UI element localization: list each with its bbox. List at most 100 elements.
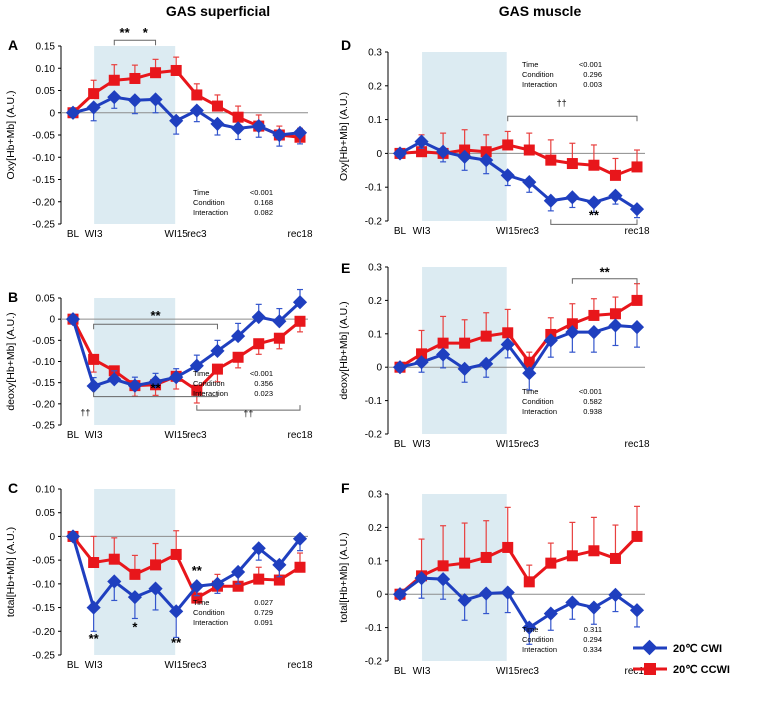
marker-cwi [629, 202, 645, 217]
significance-marker: ** [192, 563, 203, 578]
marker-cwi [231, 121, 246, 136]
stat-value: <0.001 [579, 387, 602, 396]
marker-cwi [565, 595, 580, 610]
y-tick-label: 0.05 [36, 294, 56, 305]
y-axis-label: deoxy[Hb+Mb] (A.U.) [338, 301, 350, 399]
y-tick-label: 0.10 [36, 485, 56, 496]
stat-value: 0.294 [583, 635, 602, 644]
marker-cwi [210, 343, 225, 358]
y-tick-label: 0.3 [368, 263, 382, 274]
marker-ccwi [88, 88, 100, 100]
legend: 20℃ CWI 20℃ CCWI [633, 639, 730, 676]
stat-value: 0.168 [254, 198, 273, 207]
stat-value: 0.296 [583, 70, 602, 79]
marker-cwi [148, 374, 163, 389]
stat-label: Condition [193, 198, 225, 207]
y-tick-label: 0.1 [368, 556, 382, 567]
marker-ccwi [437, 337, 449, 349]
x-tick-label-wi3: WI3 [413, 226, 431, 237]
y-tick-label: -0.25 [32, 651, 55, 662]
y-tick-label: 0 [376, 149, 382, 160]
significance-marker: ** [600, 264, 611, 279]
significance-marker: * [132, 619, 138, 634]
marker-ccwi [129, 568, 141, 580]
marker-cwi [272, 557, 287, 572]
marker-cwi [500, 168, 515, 183]
marker-ccwi [502, 327, 514, 339]
marker-cwi [500, 585, 515, 600]
marker-ccwi [480, 146, 492, 158]
marker-cwi [436, 572, 451, 587]
marker-cwi [292, 531, 308, 546]
y-tick-label: 0.2 [368, 296, 382, 307]
legend-label-ccwi: 20℃ CCWI [673, 664, 730, 676]
marker-ccwi [150, 67, 162, 79]
marker-cwi [127, 378, 142, 393]
y-axis-label: Oxy[Hb+Mb] (A.U.) [338, 92, 350, 181]
marker-cwi [231, 564, 246, 580]
panel-letter: B [8, 289, 18, 305]
y-tick-label: -0.2 [365, 430, 383, 441]
marker-cwi [86, 378, 101, 394]
panel-c: 0.10 0.05 0 -0.05 -0.10 -0.15 -0.20 -0.25 BL WI3 W… [5, 480, 313, 671]
marker-ccwi [588, 309, 600, 321]
marker-cwi [210, 576, 225, 591]
marker-ccwi [437, 560, 449, 572]
marker-cwi [65, 529, 81, 544]
y-tick-label: 0 [49, 532, 55, 543]
series-cwi [65, 529, 308, 639]
stat-value: <0.001 [250, 188, 273, 197]
panel-letter: E [341, 260, 350, 276]
y-tick-label: -0.1 [365, 623, 383, 634]
y-axis-label: Oxy[Hb+Mb] (A.U.) [5, 91, 17, 180]
stat-value: 0.938 [583, 407, 602, 416]
y-tick-label: -0.2 [365, 217, 383, 228]
y-tick-label: -0.10 [32, 357, 55, 368]
marker-cwi [65, 312, 81, 327]
x-tick-label-wi15: WI15 [165, 229, 189, 240]
y-tick-label: 0.05 [36, 86, 56, 97]
marker-cwi [169, 370, 184, 385]
stat-value: 0.091 [254, 618, 273, 627]
significance-bracket [93, 323, 218, 330]
y-tick-label: 0.1 [368, 329, 382, 340]
y-tick-label: -0.20 [32, 627, 55, 638]
stat-label: Time [193, 598, 209, 607]
marker-ccwi [88, 557, 100, 569]
marker-ccwi [170, 548, 182, 560]
x-tick-label-rec18: rec18 [624, 666, 649, 677]
marker-ccwi [253, 338, 265, 350]
y-tick-label: 0 [376, 590, 382, 601]
x-tick-label-wi15: WI15 [165, 660, 189, 671]
panel-e: 0.3 0.2 0.1 0 -0.1 -0.2 BL WI3 WI15 rec3 rec18 deox… [338, 260, 650, 450]
marker-cwi [629, 603, 645, 618]
marker-cwi [629, 320, 645, 335]
marker-ccwi [88, 353, 100, 365]
y-tick-label: -0.05 [32, 556, 55, 567]
y-tick-label: 0 [49, 315, 55, 326]
marker-cwi [586, 195, 601, 210]
significance-marker: ** [589, 207, 600, 222]
stat-value: 0.582 [583, 397, 602, 406]
x-tick-label-wi3: WI3 [85, 660, 103, 671]
marker-ccwi [294, 561, 306, 573]
x-tick-label-rec18: rec18 [624, 439, 649, 450]
marker-ccwi [588, 545, 600, 557]
water-immersion-shade [94, 298, 176, 425]
x-tick-label-bl: BL [67, 660, 80, 671]
stat-label: Time [522, 60, 538, 69]
stat-label: Interaction [193, 618, 228, 627]
marker-cwi [272, 314, 287, 329]
significance-bracket [571, 278, 638, 284]
significance-bracket [550, 219, 638, 225]
stat-label: Condition [193, 608, 225, 617]
marker-ccwi [609, 552, 621, 564]
y-tick-label: -0.05 [32, 336, 55, 347]
y-tick-label: 0.1 [368, 115, 382, 126]
marker-ccwi [232, 580, 244, 592]
stat-label: Time [522, 387, 538, 396]
left-column-title: GAS superficial [166, 3, 270, 19]
y-tick-label: 0.05 [36, 508, 56, 519]
marker-cwi [543, 193, 558, 208]
marker-ccwi [545, 154, 557, 166]
